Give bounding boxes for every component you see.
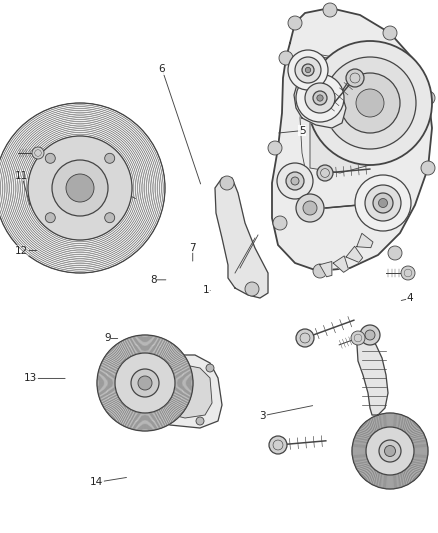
Circle shape	[138, 376, 152, 390]
Text: 9: 9	[104, 334, 111, 343]
Circle shape	[378, 198, 388, 207]
Polygon shape	[346, 246, 363, 262]
Circle shape	[366, 427, 414, 475]
Circle shape	[317, 165, 333, 181]
Circle shape	[273, 216, 287, 230]
Circle shape	[383, 26, 397, 40]
Polygon shape	[310, 55, 395, 173]
Circle shape	[356, 89, 384, 117]
Circle shape	[305, 83, 335, 113]
Circle shape	[206, 364, 214, 372]
Text: 4: 4	[406, 294, 413, 303]
Circle shape	[268, 141, 282, 155]
Circle shape	[385, 446, 396, 456]
Circle shape	[305, 67, 311, 72]
Circle shape	[365, 330, 375, 340]
Circle shape	[286, 172, 304, 190]
Circle shape	[288, 50, 328, 90]
Text: 6: 6	[159, 64, 166, 74]
Circle shape	[355, 175, 411, 231]
Polygon shape	[272, 8, 432, 271]
Circle shape	[324, 57, 416, 149]
Text: 12: 12	[15, 246, 28, 255]
Circle shape	[269, 436, 287, 454]
Text: 7: 7	[189, 243, 196, 253]
Circle shape	[105, 213, 115, 223]
Circle shape	[340, 73, 400, 133]
Circle shape	[97, 335, 193, 431]
Circle shape	[0, 103, 165, 273]
Circle shape	[45, 154, 55, 163]
Polygon shape	[215, 178, 268, 298]
Circle shape	[279, 51, 293, 65]
Circle shape	[421, 161, 435, 175]
Polygon shape	[160, 365, 212, 418]
Circle shape	[346, 69, 364, 87]
Circle shape	[308, 41, 432, 165]
Circle shape	[303, 201, 317, 215]
Circle shape	[45, 213, 55, 223]
Circle shape	[302, 64, 314, 76]
Text: 5: 5	[299, 126, 306, 135]
Circle shape	[296, 74, 344, 122]
Circle shape	[317, 95, 323, 101]
Polygon shape	[357, 233, 373, 248]
Circle shape	[105, 154, 115, 163]
Circle shape	[28, 136, 132, 240]
Circle shape	[296, 194, 324, 222]
Circle shape	[288, 16, 302, 30]
Circle shape	[352, 413, 428, 489]
Circle shape	[379, 440, 401, 462]
Circle shape	[373, 193, 393, 213]
Circle shape	[277, 163, 313, 199]
Circle shape	[351, 331, 365, 345]
Circle shape	[52, 160, 108, 216]
Circle shape	[115, 353, 175, 413]
Circle shape	[388, 246, 402, 260]
Circle shape	[220, 176, 234, 190]
Polygon shape	[320, 262, 332, 277]
Text: 11: 11	[15, 171, 28, 181]
Circle shape	[323, 3, 337, 17]
Text: 8: 8	[150, 275, 157, 285]
Circle shape	[365, 185, 401, 221]
Circle shape	[245, 282, 259, 296]
Circle shape	[360, 325, 380, 345]
Circle shape	[401, 266, 415, 280]
Circle shape	[32, 147, 44, 159]
Circle shape	[296, 329, 314, 347]
Text: 14: 14	[90, 478, 103, 487]
Text: 13: 13	[24, 374, 37, 383]
Circle shape	[196, 417, 204, 425]
Circle shape	[131, 369, 159, 397]
Text: 3: 3	[259, 411, 266, 421]
Circle shape	[313, 264, 327, 278]
Text: 1: 1	[202, 286, 209, 295]
Circle shape	[421, 91, 435, 105]
Polygon shape	[333, 256, 348, 272]
Polygon shape	[148, 355, 222, 428]
Circle shape	[295, 57, 321, 83]
Text: 2: 2	[367, 472, 374, 482]
Polygon shape	[357, 338, 388, 415]
Text: 10: 10	[116, 187, 129, 197]
Circle shape	[313, 91, 327, 105]
Circle shape	[66, 174, 94, 202]
Circle shape	[291, 177, 299, 185]
Polygon shape	[294, 73, 346, 128]
